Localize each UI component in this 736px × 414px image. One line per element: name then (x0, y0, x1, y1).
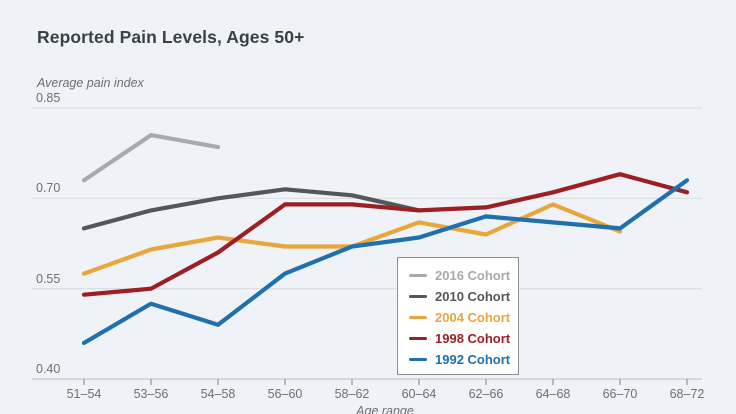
x-tick-label: 53–56 (133, 387, 169, 401)
legend-item-2004-cohort: 2004 Cohort (409, 307, 518, 328)
x-tick-label: 64–68 (535, 387, 571, 401)
legend-swatch (409, 294, 427, 299)
x-tick-label: 54–58 (200, 387, 236, 401)
legend-label: 1992 Cohort (435, 352, 511, 367)
legend-swatch (409, 315, 427, 320)
x-axis-title: Age range (356, 404, 414, 414)
y-tick-label: 0.55 (36, 271, 61, 286)
legend-label: 1998 Cohort (435, 331, 511, 346)
x-tick-label: 51–54 (66, 387, 102, 401)
y-axis-title: Average pain index (37, 76, 144, 90)
y-tick-label: 0.85 (36, 91, 61, 105)
legend-label: 2016 Cohort (435, 268, 511, 283)
x-tick-label: 62–66 (468, 387, 504, 401)
x-tick-label: 66–70 (602, 387, 638, 401)
series-line-1992-cohort (81, 178, 690, 345)
legend-swatch (409, 336, 427, 341)
legend-label: 2004 Cohort (435, 310, 511, 325)
legend-item-1998-cohort: 1998 Cohort (409, 328, 518, 349)
legend-item-1992-cohort: 1992 Cohort (409, 349, 518, 370)
y-tick-label: 0.40 (36, 362, 61, 376)
x-tick-label: 60–64 (401, 387, 437, 401)
y-tick-label: 0.70 (36, 181, 61, 196)
legend: 2016 Cohort 2010 Cohort 2004 Cohort 1998 Co… (397, 257, 519, 375)
x-tick-label: 56–60 (267, 387, 303, 401)
legend-item-2016-cohort: 2016 Cohort (409, 265, 518, 286)
x-tick-label: 58–62 (334, 387, 370, 401)
series-line-1998-cohort (81, 172, 690, 297)
series-line-2016-cohort (81, 133, 221, 183)
chart-title: Reported Pain Levels, Ages 50+ (37, 27, 305, 47)
series-line-2010-cohort (81, 187, 422, 231)
series-line-2004-cohort (81, 202, 623, 276)
legend-item-2010-cohort: 2010 Cohort (409, 286, 518, 307)
x-tick-label: 68–72 (669, 387, 705, 401)
legend-swatch (409, 273, 427, 278)
legend-swatch (409, 357, 427, 362)
legend-label: 2010 Cohort (435, 289, 511, 304)
